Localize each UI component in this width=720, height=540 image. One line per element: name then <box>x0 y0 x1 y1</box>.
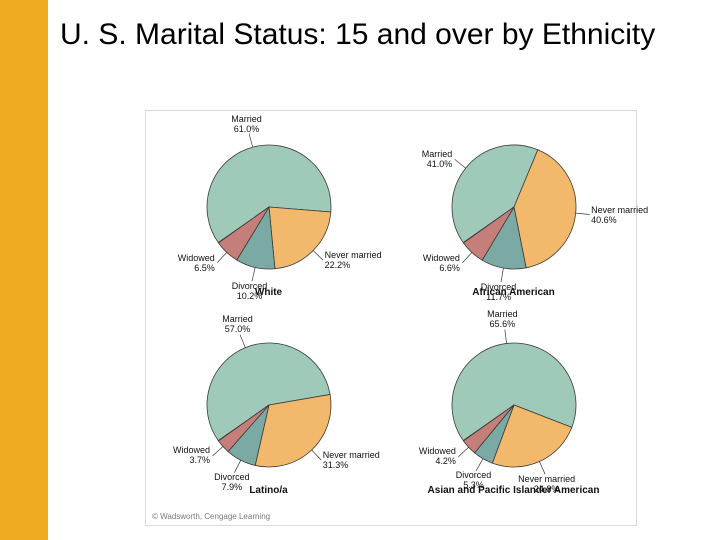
pie-wrap: Married57.0%Never married31.3%Divorced7.… <box>179 315 359 495</box>
pie-chart <box>424 315 604 495</box>
slice-label-married: Married41.0% <box>422 149 453 169</box>
slide-title: U. S. Marital Status: 15 and over by Eth… <box>60 18 700 53</box>
slice-label-widowed: Widowed6.5% <box>178 253 215 273</box>
pie-caption: Asian and Pacific Islander American <box>428 485 600 496</box>
slice-label-divorced: Divorced7.9% <box>214 472 250 492</box>
pie-cell-asian-pacific: Married65.6%Never married24.8%Divorced5.… <box>391 309 636 507</box>
pie-cell-white: Married61.0%Never married22.2%Divorced10… <box>146 111 391 309</box>
leader-line <box>462 253 472 263</box>
slice-label-never_married: Never married40.6% <box>591 205 648 225</box>
slide-page: U. S. Marital Status: 15 and over by Eth… <box>0 0 720 540</box>
leader-line <box>504 329 506 343</box>
slice-label-married: Married61.0% <box>231 114 262 134</box>
accent-sidebar <box>0 0 48 540</box>
pie-caption: Latino/a <box>249 485 287 496</box>
slice-label-never_married: Never married22.2% <box>325 250 382 270</box>
pie-caption: White <box>255 287 282 298</box>
pie-grid: Married61.0%Never married22.2%Divorced10… <box>146 111 636 506</box>
leader-line <box>234 460 240 472</box>
pie-wrap: Married41.0%Never married40.6%Divorced11… <box>424 117 604 297</box>
slice-label-married: Married57.0% <box>222 314 253 334</box>
pie-wrap: Married65.6%Never married24.8%Divorced5.… <box>424 315 604 495</box>
slice-label-married: Married65.6% <box>487 309 518 329</box>
slice-label-widowed: Widowed4.2% <box>419 446 456 466</box>
leader-line <box>458 447 468 457</box>
leader-line <box>575 213 589 214</box>
leader-line <box>476 458 483 470</box>
leader-line <box>454 159 465 168</box>
slice-label-widowed: Widowed6.6% <box>423 253 460 273</box>
slice-label-widowed: Widowed3.7% <box>173 445 210 465</box>
leader-line <box>217 252 227 262</box>
leader-line <box>501 268 503 282</box>
leader-line <box>311 450 321 460</box>
leader-line <box>252 267 255 281</box>
pie-caption: African American <box>472 287 554 298</box>
slice-label-never_married: Never married31.3% <box>323 450 380 470</box>
leader-line <box>313 251 323 261</box>
leader-line <box>539 461 545 474</box>
pie-slice-never_married <box>269 207 331 269</box>
pie-wrap: Married61.0%Never married22.2%Divorced10… <box>179 117 359 297</box>
pie-cell-african-american: Married41.0%Never married40.6%Divorced11… <box>391 111 636 309</box>
leader-line <box>212 446 222 455</box>
copyright-text: © Wadsworth, Cengage Learning <box>152 512 270 521</box>
pie-cell-latino: Married57.0% Never married31.3% Divorced7.… <box>146 309 391 507</box>
leader-line <box>240 334 245 347</box>
chart-area: Married61.0%Never married22.2%Divorced10… <box>145 110 637 526</box>
leader-line <box>249 134 253 148</box>
